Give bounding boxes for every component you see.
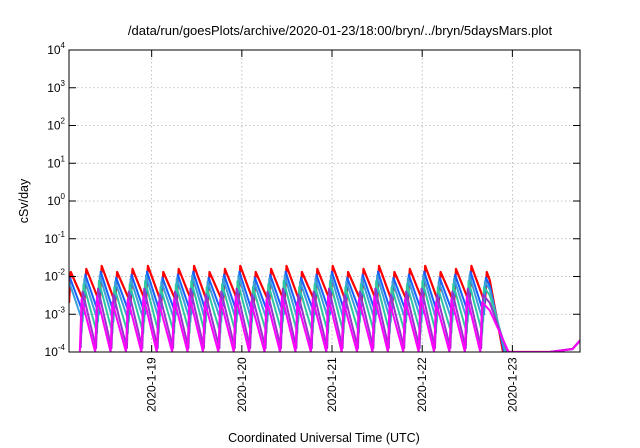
series-line — [78, 295, 580, 352]
x-tick-label: 2020-1-20 — [235, 357, 249, 412]
series-line — [69, 270, 580, 352]
x-tick-label: 2020-1-22 — [415, 357, 429, 412]
y-tick-label: 10-3 — [45, 305, 66, 321]
y-tick-label: 104 — [47, 41, 65, 57]
y-axis-label: cSv/day — [17, 178, 31, 223]
y-tick-label: 101 — [47, 154, 65, 170]
y-tick-label: 10-2 — [45, 268, 66, 284]
axis-ticks: 10-4 10-3 10-2 10-1 100 101 102 103 104 2020-1-19… — [45, 41, 580, 412]
y-tick-label: 100 — [47, 192, 65, 208]
series-line — [79, 287, 580, 352]
chart-title: /data/run/goesPlots/archive/2020-01-23/1… — [128, 23, 553, 38]
x-tick-label: 2020-1-23 — [505, 357, 519, 412]
x-tick-label: 2020-1-19 — [145, 357, 159, 412]
y-tick-label: 102 — [47, 117, 65, 133]
y-tick-label: 103 — [47, 79, 65, 95]
series-line — [80, 280, 580, 352]
y-tick-label: 10-4 — [45, 343, 66, 359]
series-group — [69, 264, 580, 352]
x-tick-label: 2020-1-21 — [325, 357, 339, 412]
y-tick-label: 10-1 — [45, 230, 66, 246]
series-line — [69, 274, 580, 352]
x-axis-label: Coordinated Universal Time (UTC) — [228, 431, 420, 445]
